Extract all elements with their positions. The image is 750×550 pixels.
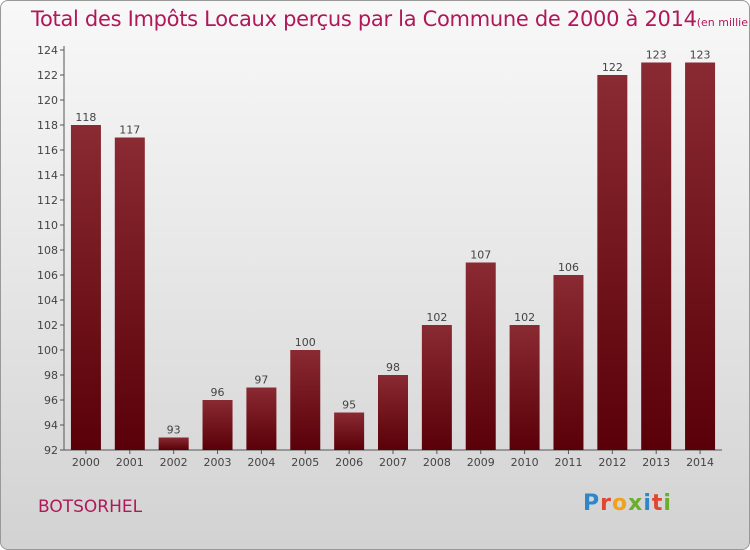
value-label: 123 [646, 49, 667, 62]
bar-2000 [70, 125, 101, 450]
bar-2005 [290, 350, 321, 450]
y-tick-label: 116 [37, 144, 58, 157]
x-tick-label: 2007 [379, 456, 407, 469]
value-label: 93 [167, 424, 181, 437]
value-label: 102 [514, 311, 535, 324]
y-tick-label: 112 [37, 194, 58, 207]
value-label: 106 [558, 261, 579, 274]
y-tick-label: 106 [37, 269, 58, 282]
x-tick-label: 2013 [642, 456, 670, 469]
y-tick-label: 92 [44, 444, 58, 457]
x-tick-label: 2003 [204, 456, 232, 469]
commune-name: BOTSORHEL [38, 497, 143, 517]
x-tick-label: 2010 [511, 456, 539, 469]
bar-2008 [421, 325, 452, 450]
x-tick-label: 2008 [423, 456, 451, 469]
value-label: 95 [342, 399, 356, 412]
chart-subtitle: (en milliers d'€) [696, 16, 749, 29]
y-tick-label: 98 [44, 369, 58, 382]
value-label: 122 [602, 61, 623, 74]
bar-2001 [114, 137, 145, 450]
bar-2009 [465, 262, 496, 450]
y-tick-label: 100 [37, 344, 58, 357]
bar-2014 [685, 62, 716, 450]
y-tick-label: 120 [37, 94, 58, 107]
bar-2011 [553, 275, 584, 450]
axes: 92 94 96 98 100 102 104 106 108 110 112 114 116 118 12… [37, 44, 722, 469]
y-tick-label: 114 [37, 169, 58, 182]
y-tick-label: 118 [37, 119, 58, 132]
value-label: 118 [75, 111, 96, 124]
bar-2002 [158, 437, 189, 450]
bar-2010 [509, 325, 540, 450]
x-tick-label: 2000 [72, 456, 100, 469]
y-tick-label: 122 [37, 69, 58, 82]
x-tick-label: 2004 [247, 456, 275, 469]
bar-2007 [378, 375, 408, 450]
x-tick-label: 2006 [335, 456, 363, 469]
x-tick-label: 2001 [116, 456, 144, 469]
value-label: 102 [426, 311, 447, 324]
value-labels: 118 117 93 96 97 100 95 98 102 107 102 106 122 123 123 [75, 49, 710, 437]
y-tick-label: 110 [37, 219, 58, 232]
bar-2003 [202, 400, 233, 450]
bar-2004 [246, 387, 277, 450]
value-label: 107 [470, 249, 491, 262]
x-tick-label: 2014 [686, 456, 714, 469]
y-tick-label: 102 [37, 319, 58, 332]
value-label: 98 [386, 361, 400, 374]
y-tick-label: 104 [37, 294, 58, 307]
y-tick-label: 124 [37, 44, 58, 57]
x-tick-label: 2011 [554, 456, 582, 469]
value-label: 96 [211, 386, 225, 399]
x-tick-label: 2002 [160, 456, 188, 469]
y-tick-label: 96 [44, 394, 58, 407]
proxiti-logo: Proxiti [583, 491, 672, 516]
chart-title: Total des Impôts Locaux perçus par la Co… [31, 7, 749, 31]
bar-2013 [641, 62, 672, 450]
bar-2012 [597, 75, 628, 450]
value-label: 117 [119, 124, 140, 137]
bars [70, 62, 716, 450]
value-label: 97 [254, 374, 268, 387]
value-label: 123 [690, 49, 711, 62]
x-tick-label: 2009 [467, 456, 495, 469]
y-tick-label: 108 [37, 244, 58, 257]
x-tick-label: 2005 [291, 456, 319, 469]
y-tick-label: 94 [44, 419, 58, 432]
x-tick-label: 2012 [598, 456, 626, 469]
bar-2006 [334, 412, 365, 450]
value-label: 100 [295, 336, 316, 349]
